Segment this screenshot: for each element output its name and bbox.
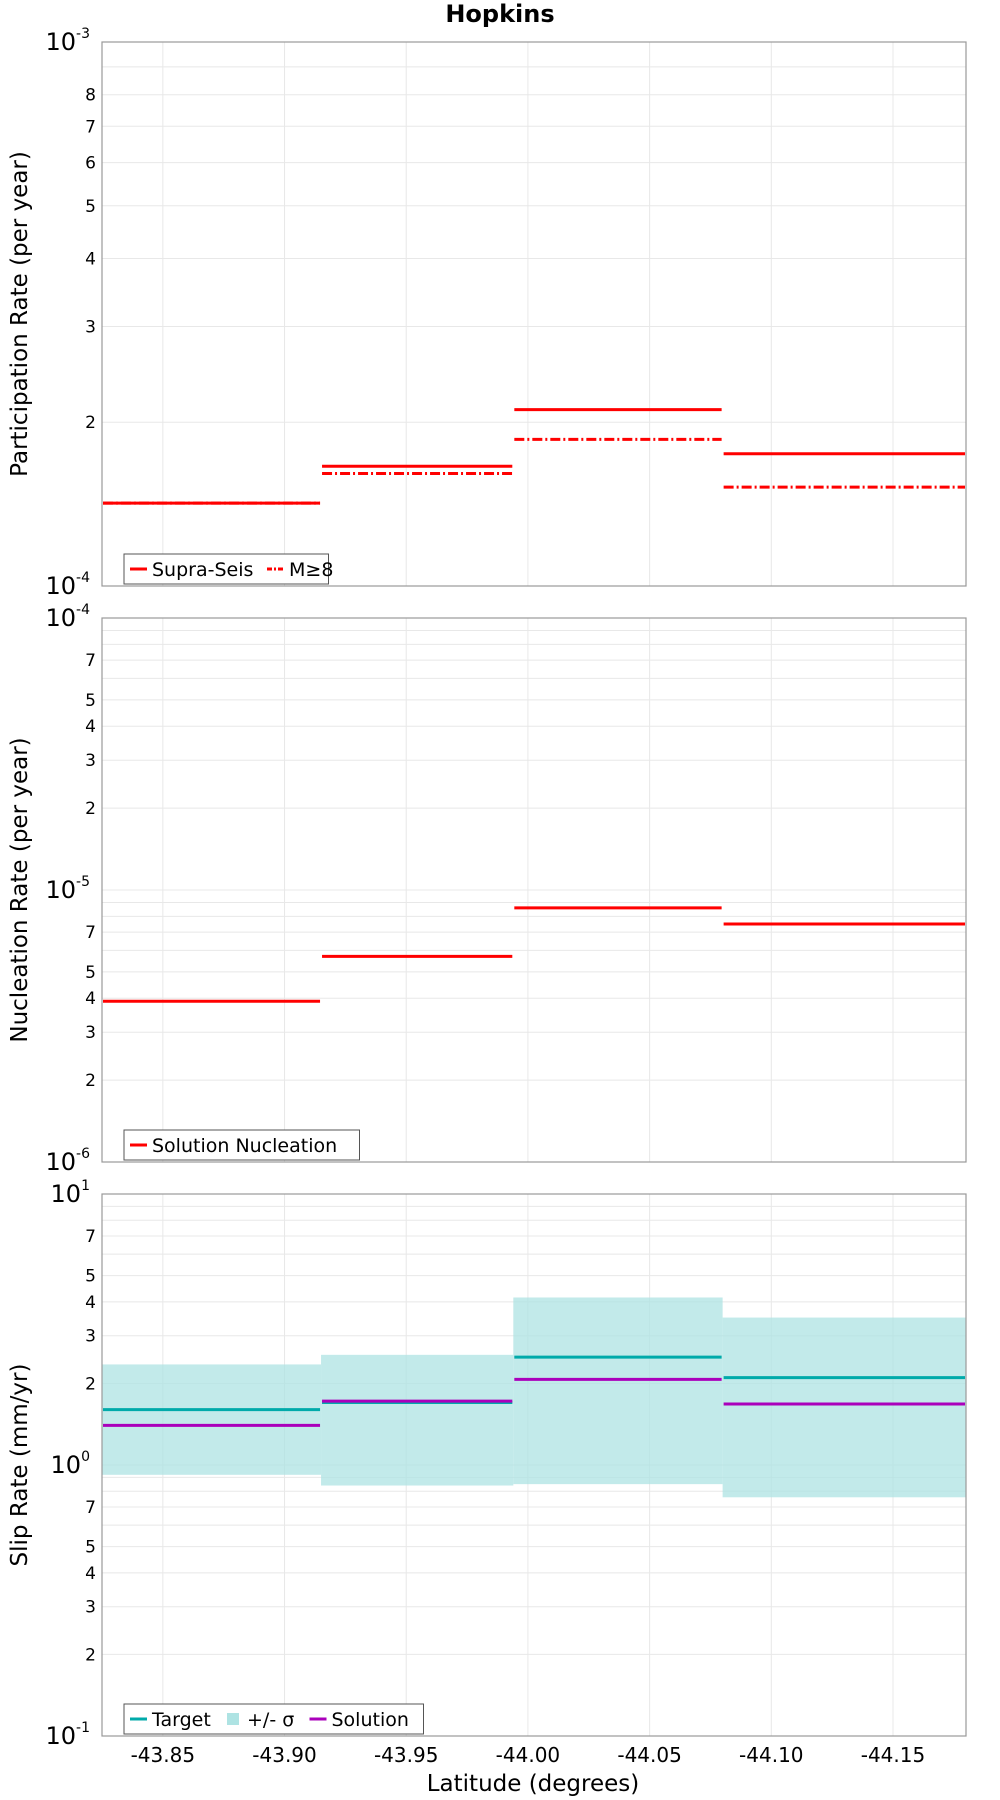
legend-label: +/- σ xyxy=(247,1709,294,1731)
x-tick-label: -44.10 xyxy=(739,1743,803,1767)
y-tick-label: 7 xyxy=(85,1227,96,1247)
y-tick-label: 7 xyxy=(85,117,96,137)
y-tick-label: 2 xyxy=(85,1645,96,1665)
y-tick-exponent: 1 xyxy=(81,1178,90,1194)
y-tick-label: 2 xyxy=(85,799,96,819)
panel-2: 10-6 2 3 4 5 7 10-5 2 3 4 5 7 10-4 Nucleation Rate (p… xyxy=(7,602,967,1176)
y-tick-label: 3 xyxy=(85,317,96,337)
y-tick-label: 101 xyxy=(51,1178,90,1208)
y-tick-label: 6 xyxy=(85,154,96,174)
y-tick-label: 2 xyxy=(85,1374,96,1394)
legend-label: M≥8 xyxy=(289,559,333,581)
y-tick-exponent: -4 xyxy=(76,570,90,586)
y-tick-label: 3 xyxy=(85,751,96,771)
chart-title: Hopkins xyxy=(445,0,554,28)
y-tick-label: 10-5 xyxy=(45,874,90,904)
x-tick-label: -44.05 xyxy=(617,1743,681,1767)
y-tick-label: 2 xyxy=(85,413,96,433)
y-tick-label: 5 xyxy=(85,197,96,217)
x-tick-label: -44.00 xyxy=(496,1743,560,1767)
legend-label: Solution xyxy=(332,1709,409,1731)
y-tick-label: 3 xyxy=(85,1023,96,1043)
y-tick-label: 5 xyxy=(85,1267,96,1287)
x-tick-label: -43.90 xyxy=(252,1743,316,1767)
y-tick-exponent: -5 xyxy=(76,874,90,890)
y-tick-label: 4 xyxy=(85,249,96,269)
panel-1: 10-4 2 3 4 5 6 7 8 10-3 Participation Rate (per y… xyxy=(7,26,967,600)
legend: Target +/- σ Solution xyxy=(123,1703,424,1735)
y-tick-label: 10-4 xyxy=(45,602,90,632)
legend-box xyxy=(123,1129,360,1161)
y-tick-exponent: -1 xyxy=(76,1720,90,1736)
y-tick-label: 10-1 xyxy=(45,1720,90,1750)
y-axis-title: Nucleation Rate (per year) xyxy=(7,737,33,1042)
y-tick-label: 10-6 xyxy=(45,1146,90,1176)
panel-frame xyxy=(101,41,967,587)
y-tick-label: 7 xyxy=(85,923,96,943)
y-tick-label: 7 xyxy=(85,1498,96,1518)
y-tick-label: 7 xyxy=(85,651,96,671)
legend-label: Target xyxy=(151,1709,211,1731)
legend: Solution Nucleation xyxy=(123,1129,360,1161)
legend-box xyxy=(123,1703,424,1735)
y-tick-label: 8 xyxy=(85,86,96,106)
legend-box xyxy=(123,553,329,585)
x-tick-label: -43.85 xyxy=(131,1743,195,1767)
legend-label: Solution Nucleation xyxy=(152,1135,337,1157)
sigma-band xyxy=(513,1297,723,1485)
y-tick-exponent: 0 xyxy=(81,1449,90,1465)
y-tick-label: 100 xyxy=(51,1449,90,1479)
y-tick-label: 2 xyxy=(85,1071,96,1091)
x-axis: -43.85 -43.90 -43.95 -44.00 -44.05 -44.10 -44.… xyxy=(131,1743,926,1767)
y-tick-exponent: -4 xyxy=(76,602,90,618)
y-tick-label: 10-3 xyxy=(45,26,90,56)
sigma-band xyxy=(102,1364,322,1475)
y-tick-label: 5 xyxy=(85,1538,96,1558)
legend: Supra-Seis M≥8 xyxy=(123,553,333,585)
sigma-band xyxy=(321,1354,514,1486)
y-tick-label: 3 xyxy=(85,1327,96,1347)
y-tick-label: 4 xyxy=(85,1564,96,1584)
y-tick-label: 4 xyxy=(85,989,96,1009)
legend-swatch xyxy=(227,1713,239,1725)
panel-frame xyxy=(101,1193,967,1737)
y-tick-label: 5 xyxy=(85,963,96,983)
x-tick-label: -43.95 xyxy=(374,1743,438,1767)
y-axis-title: Slip Rate (mm/yr) xyxy=(7,1364,33,1567)
legend-label: Supra-Seis xyxy=(152,559,253,581)
y-tick-label: 4 xyxy=(85,717,96,737)
y-tick-label: 3 xyxy=(85,1598,96,1618)
y-tick-label: 5 xyxy=(85,691,96,711)
y-tick-exponent: -3 xyxy=(76,26,90,42)
panel-frame xyxy=(101,617,967,1163)
y-tick-exponent: -6 xyxy=(76,1146,90,1162)
x-tick-label: -44.15 xyxy=(861,1743,925,1767)
y-tick-label: 10-4 xyxy=(45,570,90,600)
y-tick-label: 4 xyxy=(85,1293,96,1313)
x-axis-title: Latitude (degrees) xyxy=(427,1771,640,1797)
y-axis-title: Participation Rate (per year) xyxy=(7,151,33,477)
sigma-band xyxy=(722,1317,966,1498)
